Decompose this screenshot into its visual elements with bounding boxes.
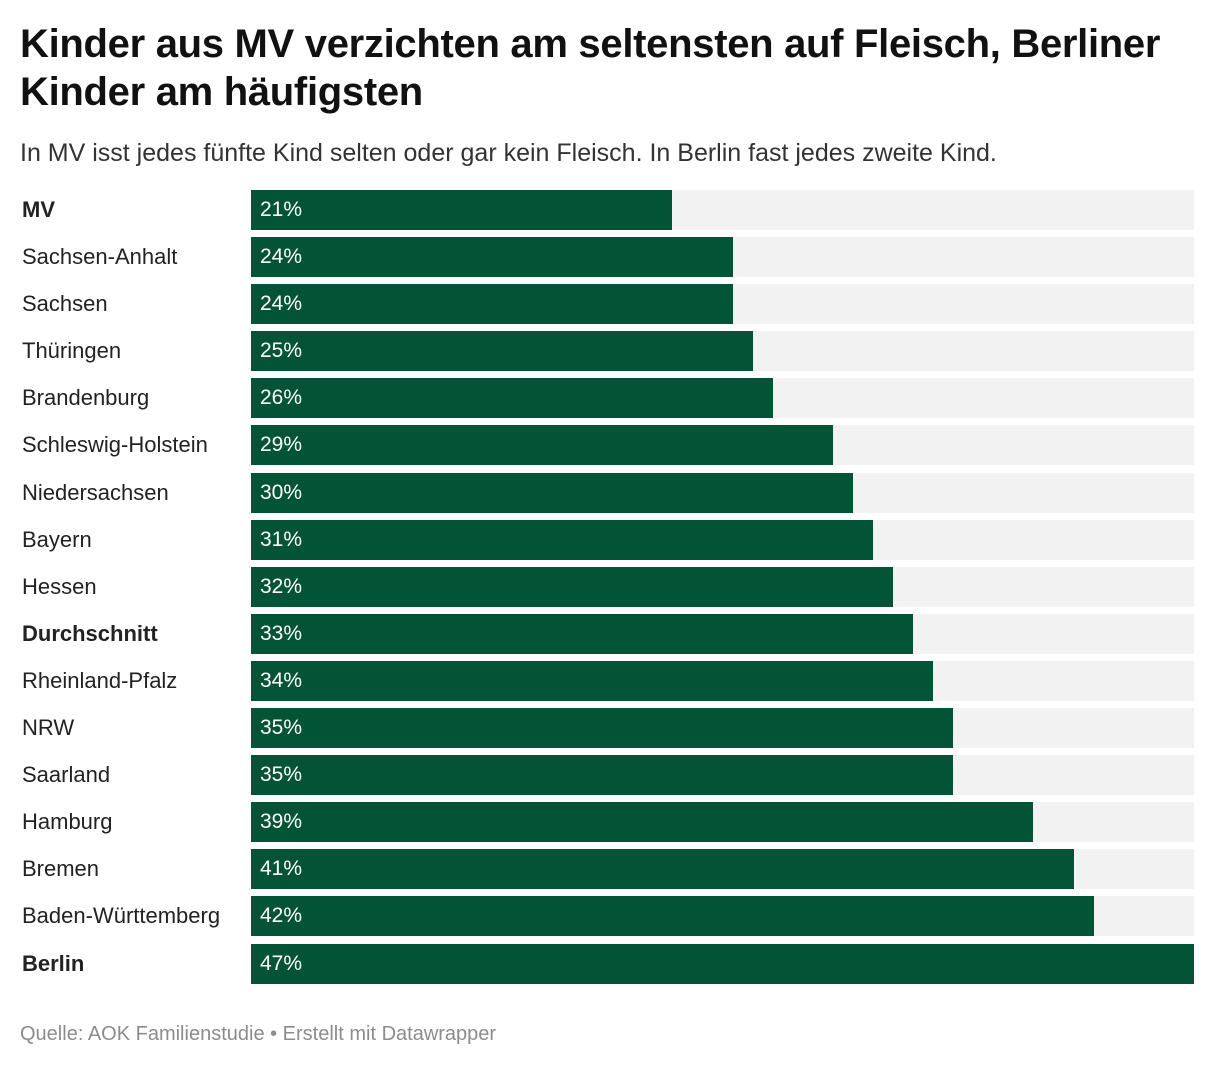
bar-row: Sachsen 24% [20,284,1195,325]
bar [251,802,1033,843]
bar-track: 29% [251,425,1194,466]
category-label: MV [22,197,55,222]
bar-row: Brandenburg 26% [20,378,1195,419]
bar [251,190,672,230]
value-label: 21% [260,198,303,221]
bar-track: 24% [251,284,1194,325]
bar-track: 35% [251,755,1194,796]
bar-track: 32% [251,566,1194,607]
chart-subtitle: In MV isst jedes fünfte Kind selten oder… [20,139,997,167]
bar-track: 34% [251,660,1194,701]
category-label: Brandenburg [22,385,150,411]
value-label: 42% [260,904,303,928]
bar [251,849,1074,890]
value-label: 35% [260,716,303,740]
bar [251,284,733,325]
bar-row: Bremen 41% [20,849,1195,890]
value-label: 35% [260,763,303,787]
bar-track: 31% [251,519,1194,560]
bar-row: Baden-Württemberg 42% [20,896,1195,937]
category-label: Baden-Württemberg [22,903,221,929]
category-label: Sachsen [22,291,108,317]
value-label: 24% [260,245,303,269]
value-label: 31% [260,527,303,551]
bar-track: 24% [251,237,1194,278]
value-label: 25% [260,339,303,363]
bar [251,378,773,419]
category-label: Durchschnitt [22,620,158,646]
category-label: Niedersachsen [22,479,169,505]
category-label: Bremen [22,856,100,882]
bar-row: NRW 35% [20,708,1195,749]
category-label: Sachsen-Anhalt [22,244,178,270]
bar-track: 33% [251,613,1194,654]
bar [251,896,1094,937]
bar [251,566,893,607]
value-label: 33% [260,621,303,645]
category-label: Hamburg [22,809,113,835]
bar-row: Durchschnitt 33% [20,613,1195,654]
category-label: Hessen [22,573,97,599]
bar-row: Bayern 31% [20,519,1195,560]
bar [251,472,853,513]
category-label: NRW [22,715,75,741]
bar-track: 35% [251,708,1194,749]
bar-track: 30% [251,472,1194,513]
bar-track: 42% [251,896,1194,937]
value-label: 26% [260,386,303,410]
bar-track: 47% [251,943,1194,984]
bar-row: Berlin 47% [20,943,1195,984]
value-label: 34% [260,668,303,692]
bar-row: Rheinland-Pfalz 34% [20,660,1195,701]
bar [251,519,873,560]
bar [251,755,953,796]
bar-row: Thüringen 25% [20,331,1195,372]
category-label: Rheinland-Pfalz [22,667,178,693]
category-label: Berlin [22,950,85,976]
value-label: 41% [260,857,303,881]
bar-row: Hamburg 39% [20,802,1195,843]
bar-row: Schleswig-Holstein 29% [20,425,1195,466]
value-label: 39% [260,810,303,834]
source-note: Quelle: AOK Familienstudie • Erstellt mi… [20,1023,497,1045]
bar [251,331,753,372]
bar-track: 41% [251,849,1194,890]
bar-chart: MV 21% Sachsen-Anhalt 24% Sachsen 24% Thüringe… [20,190,1195,991]
bar-row: Niedersachsen 30% [20,472,1195,513]
value-label: 29% [260,433,303,457]
bar [251,943,1194,984]
category-label: Saarland [22,762,111,788]
value-label: 24% [260,292,303,316]
bar-track: 21% [251,190,1194,230]
bar-row: MV 21% [20,190,1195,230]
category-label: Bayern [22,526,92,552]
bar-track: 39% [251,802,1194,843]
chart-title: Kinder aus MV verzichten am seltensten a… [20,22,1161,114]
bar-track: 25% [251,331,1194,372]
bar-track: 26% [251,378,1194,419]
bar-row: Hessen 32% [20,566,1195,607]
value-label: 32% [260,574,303,598]
value-label: 30% [260,480,303,504]
bar [251,425,833,466]
bar [251,237,733,278]
category-label: Schleswig-Holstein [22,432,208,458]
bar-row: Saarland 35% [20,755,1195,796]
bar-row: Sachsen-Anhalt 24% [20,237,1195,278]
category-label: Thüringen [22,338,122,364]
value-label: 47% [260,951,303,975]
bar [251,660,933,701]
bar [251,613,913,654]
bar [251,708,953,749]
